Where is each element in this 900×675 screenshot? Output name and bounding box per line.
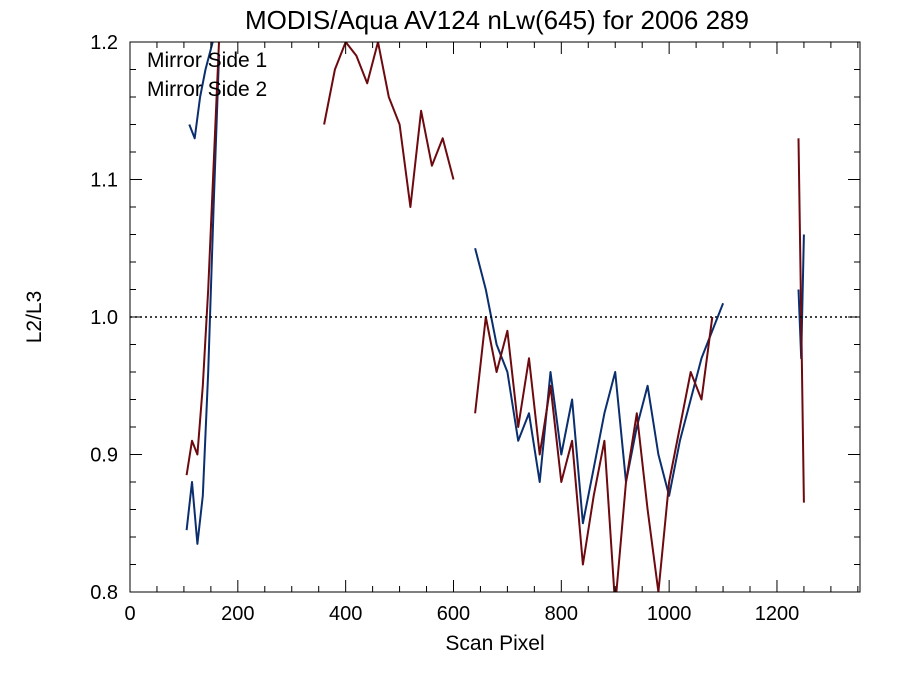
x-axis-title: Scan Pixel [445, 632, 544, 655]
x-tick-label: 0 [124, 603, 135, 625]
x-tick-label: 400 [329, 603, 362, 625]
x-axis: 0 200 400 600 800 1000 1200 [124, 42, 859, 625]
series-1-line-3 [474, 247, 725, 525]
legend-item-mirror-side-2: Mirror Side 2 [147, 78, 267, 101]
legend: Mirror Side 1 Mirror Side 2 [147, 49, 267, 101]
y-axis: 0.8 0.9 1.0 1.1 1.2 [90, 32, 860, 604]
series-2-line-1 [185, 42, 220, 476]
y-tick-label: 0.9 [90, 445, 118, 467]
x-tick-label: 800 [545, 603, 578, 625]
series-2-line-2 [323, 42, 455, 208]
x-tick-label: 600 [437, 603, 470, 625]
chart-title: MODIS/Aqua AV124 nLw(645) for 2006 289 [245, 5, 749, 35]
y-tick-label: 1.2 [90, 32, 118, 54]
series-1-line-2 [188, 42, 214, 140]
y-axis-title: L2/L3 [23, 291, 46, 344]
y-tick-label: 1.1 [90, 170, 118, 192]
plot-lines [185, 42, 805, 592]
x-tick-label: 1200 [755, 603, 800, 625]
series-1-line-1 [185, 55, 220, 545]
y-tick-label: 1.0 [90, 307, 118, 329]
x-tick-label: 1000 [647, 603, 692, 625]
legend-item-mirror-side-1: Mirror Side 1 [147, 49, 267, 72]
y-tick-label: 0.8 [90, 582, 118, 604]
x-tick-label: 200 [221, 603, 254, 625]
series-2-line-3 [474, 316, 714, 592]
